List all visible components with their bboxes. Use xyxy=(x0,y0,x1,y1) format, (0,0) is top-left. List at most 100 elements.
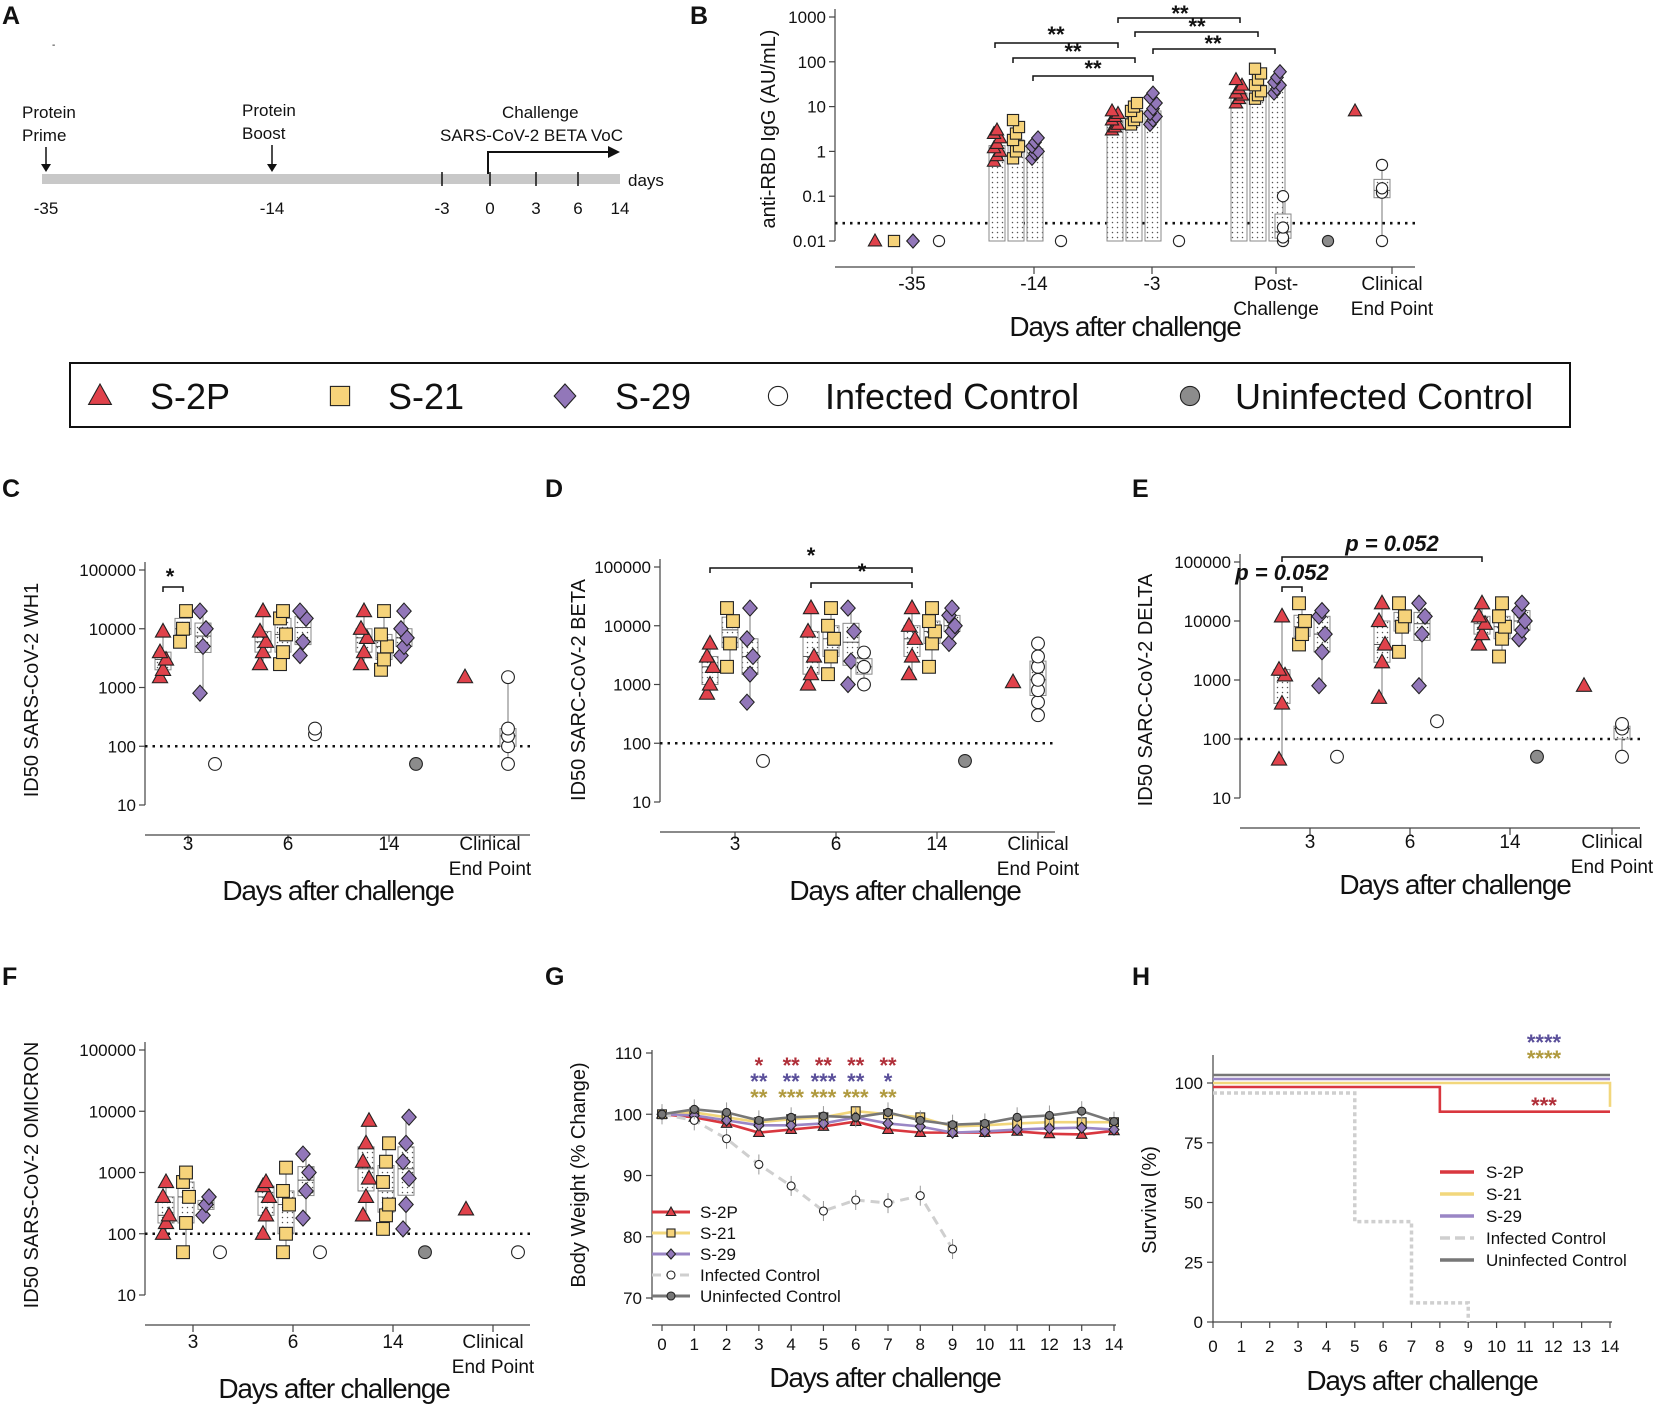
data-point xyxy=(501,721,515,736)
data-point xyxy=(745,647,761,666)
data-point xyxy=(354,1152,372,1168)
panel-label-c: C xyxy=(2,475,20,503)
data-point xyxy=(160,1206,178,1222)
x-category-label: Clinical xyxy=(459,834,520,855)
data-point xyxy=(1130,96,1144,110)
data-point xyxy=(720,659,734,674)
data-point xyxy=(1104,102,1120,117)
data-point xyxy=(739,693,755,712)
data-point xyxy=(1004,672,1022,689)
significance-label: * xyxy=(858,559,867,584)
legend-marker xyxy=(666,1291,676,1301)
timeline-bar xyxy=(42,174,620,184)
data-point xyxy=(1392,596,1406,611)
significance-label: * xyxy=(166,564,175,589)
significance-bracket xyxy=(162,586,184,592)
x-category-label: 3 xyxy=(1305,832,1316,853)
bar xyxy=(1230,92,1248,242)
y-tick-label: 70 xyxy=(623,1289,642,1308)
panel-label-e: E xyxy=(1132,475,1149,503)
data-point xyxy=(301,1163,317,1182)
x-axis-title: Days after challenge xyxy=(222,875,454,906)
data-point xyxy=(824,649,838,664)
data-point xyxy=(257,1206,275,1222)
data-point xyxy=(292,602,308,620)
data-point xyxy=(176,621,190,636)
data-point xyxy=(357,1134,375,1150)
data-point xyxy=(273,657,287,672)
y-tick-label: 110 xyxy=(615,1044,642,1063)
data-point xyxy=(1298,614,1312,628)
significance-label: * xyxy=(755,1053,764,1078)
survival-curve xyxy=(1213,1091,1470,1322)
y-tick-label: 100 xyxy=(623,734,651,753)
y-tick-label: 100 xyxy=(798,53,826,72)
y-tick-label: 10000 xyxy=(604,617,651,636)
y-tick-label: 1000 xyxy=(613,676,651,695)
significance-label: ** xyxy=(1204,31,1222,56)
legend-label: Infected Control xyxy=(1486,1229,1606,1248)
x-category-label: End Point xyxy=(997,859,1080,880)
panel-label-b: B xyxy=(690,2,708,30)
x-tick-label: 0 xyxy=(1208,1337,1217,1356)
data-point xyxy=(360,1169,378,1185)
legend-marker-s21 xyxy=(329,385,351,407)
x-category-label: -35 xyxy=(898,274,925,295)
legend-label: S-21 xyxy=(1486,1185,1522,1204)
significance-label: p = 0.052 xyxy=(1344,531,1439,556)
significance-label: ** xyxy=(815,1053,833,1078)
data-point xyxy=(824,601,838,616)
significance-bracket xyxy=(709,567,913,573)
y-tick-label: 100 xyxy=(1175,1074,1203,1093)
data-point xyxy=(380,639,394,654)
data-point xyxy=(1276,190,1290,203)
significance-label: *** xyxy=(811,1085,837,1110)
x-category-label: 3 xyxy=(730,834,741,855)
timeline-tick-label: 6 xyxy=(573,199,582,218)
data-point xyxy=(151,643,169,659)
legend-label: S-29 xyxy=(700,1245,736,1264)
significance-label: * xyxy=(807,543,816,568)
data-point xyxy=(251,622,269,638)
x-category-label: Clinical xyxy=(1361,274,1422,295)
significance-label: ** xyxy=(1047,22,1065,47)
data-point xyxy=(883,1107,893,1117)
data-point xyxy=(1514,594,1530,613)
data-point xyxy=(1517,612,1533,630)
data-point xyxy=(1417,607,1433,626)
data-point xyxy=(840,675,856,694)
x-tick-label: 7 xyxy=(883,1335,892,1354)
x-category-label: -3 xyxy=(1144,274,1161,295)
challenge-label1: Challenge xyxy=(502,103,579,122)
legend-marker-uninfected xyxy=(1179,385,1201,407)
y-tick-label: 50 xyxy=(1184,1194,1203,1213)
x-category-label: Clinical xyxy=(462,1332,523,1353)
data-point xyxy=(358,628,376,645)
data-point xyxy=(689,1104,699,1114)
data-point xyxy=(456,668,474,684)
boost-arrow-head xyxy=(267,164,277,172)
y-tick-label: 1000 xyxy=(788,8,826,27)
data-point xyxy=(395,1220,411,1238)
legend-marker-infected xyxy=(767,385,789,407)
data-point xyxy=(704,657,722,673)
data-point xyxy=(295,1209,311,1227)
significance-bracket xyxy=(1281,556,1483,562)
data-point xyxy=(179,604,193,619)
legend-label: S-21 xyxy=(700,1224,736,1243)
y-tick-label: 10 xyxy=(117,1286,136,1305)
data-point xyxy=(1392,644,1406,659)
y-tick-label: 10 xyxy=(117,796,136,815)
x-tick-label: 5 xyxy=(819,1335,828,1354)
y-tick-label: 10 xyxy=(1212,789,1231,808)
bar xyxy=(1144,110,1162,242)
y-tick-label: 100 xyxy=(614,1105,642,1124)
data-point xyxy=(295,1145,311,1163)
x-category-label: 14 xyxy=(926,834,948,855)
data-point xyxy=(754,1159,764,1170)
y-axis-title: anti-RBD IgG (AU/mL) xyxy=(758,30,780,229)
y-tick-label: 75 xyxy=(1184,1134,1203,1153)
legend-label: S-2P xyxy=(700,1203,738,1222)
